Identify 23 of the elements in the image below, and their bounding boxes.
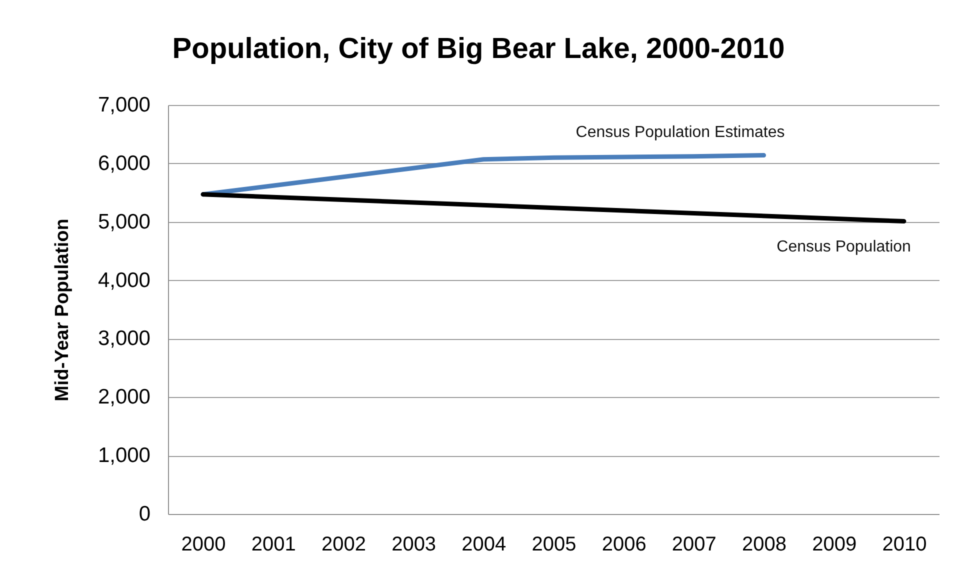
y-tick-label: 4,000 — [98, 268, 150, 292]
x-tick-label: 2007 — [672, 534, 716, 556]
x-tick-label: 2003 — [392, 534, 436, 556]
y-axis-title: Mid-Year Population — [52, 218, 73, 402]
x-tick-label: 2005 — [532, 534, 576, 556]
series-label: Census Population — [776, 238, 911, 256]
y-tick-label: 3,000 — [98, 327, 150, 350]
x-tick-label: 2001 — [251, 534, 296, 556]
y-tick-label: 2,000 — [98, 386, 150, 409]
x-tick-label: 2004 — [462, 534, 506, 556]
y-tick-label: 6,000 — [98, 152, 150, 175]
y-tick-label: 1,000 — [98, 444, 150, 468]
series-label: Census Population Estimates — [576, 124, 785, 142]
x-tick-label: 2006 — [602, 534, 646, 556]
y-tick-label: 7,000 — [98, 94, 150, 116]
x-tick-label: 2009 — [812, 534, 857, 556]
x-tick-label: 2010 — [882, 534, 927, 556]
x-tick-label: 2002 — [321, 534, 366, 556]
chart-title: Population, City of Big Bear Lake, 2000-2010 — [172, 33, 785, 65]
y-tick-label: 0 — [138, 502, 150, 526]
y-tick-label: 5,000 — [98, 210, 150, 234]
x-tick-label: 2008 — [742, 534, 787, 556]
x-tick-label: 2000 — [181, 534, 226, 556]
